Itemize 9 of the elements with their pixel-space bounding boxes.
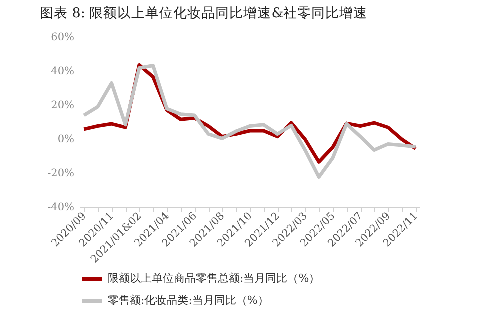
y-tick-label: 60% [51,32,75,44]
legend-label: 零售额:化妆品类:当月同比（%） [108,294,269,307]
chart-title: 图表 8: 限额以上单位化妆品同比增速&社零同比增速 [40,6,368,22]
y-tick-label: 40% [51,66,75,78]
y-tick-label: -20% [48,168,75,180]
y-tick-label: -40% [48,202,75,214]
legend-label: 限额以上单位商品零售总额:当月同比（%） [108,272,320,285]
y-tick-label: 20% [51,100,75,112]
y-tick-label: 0% [58,134,75,146]
